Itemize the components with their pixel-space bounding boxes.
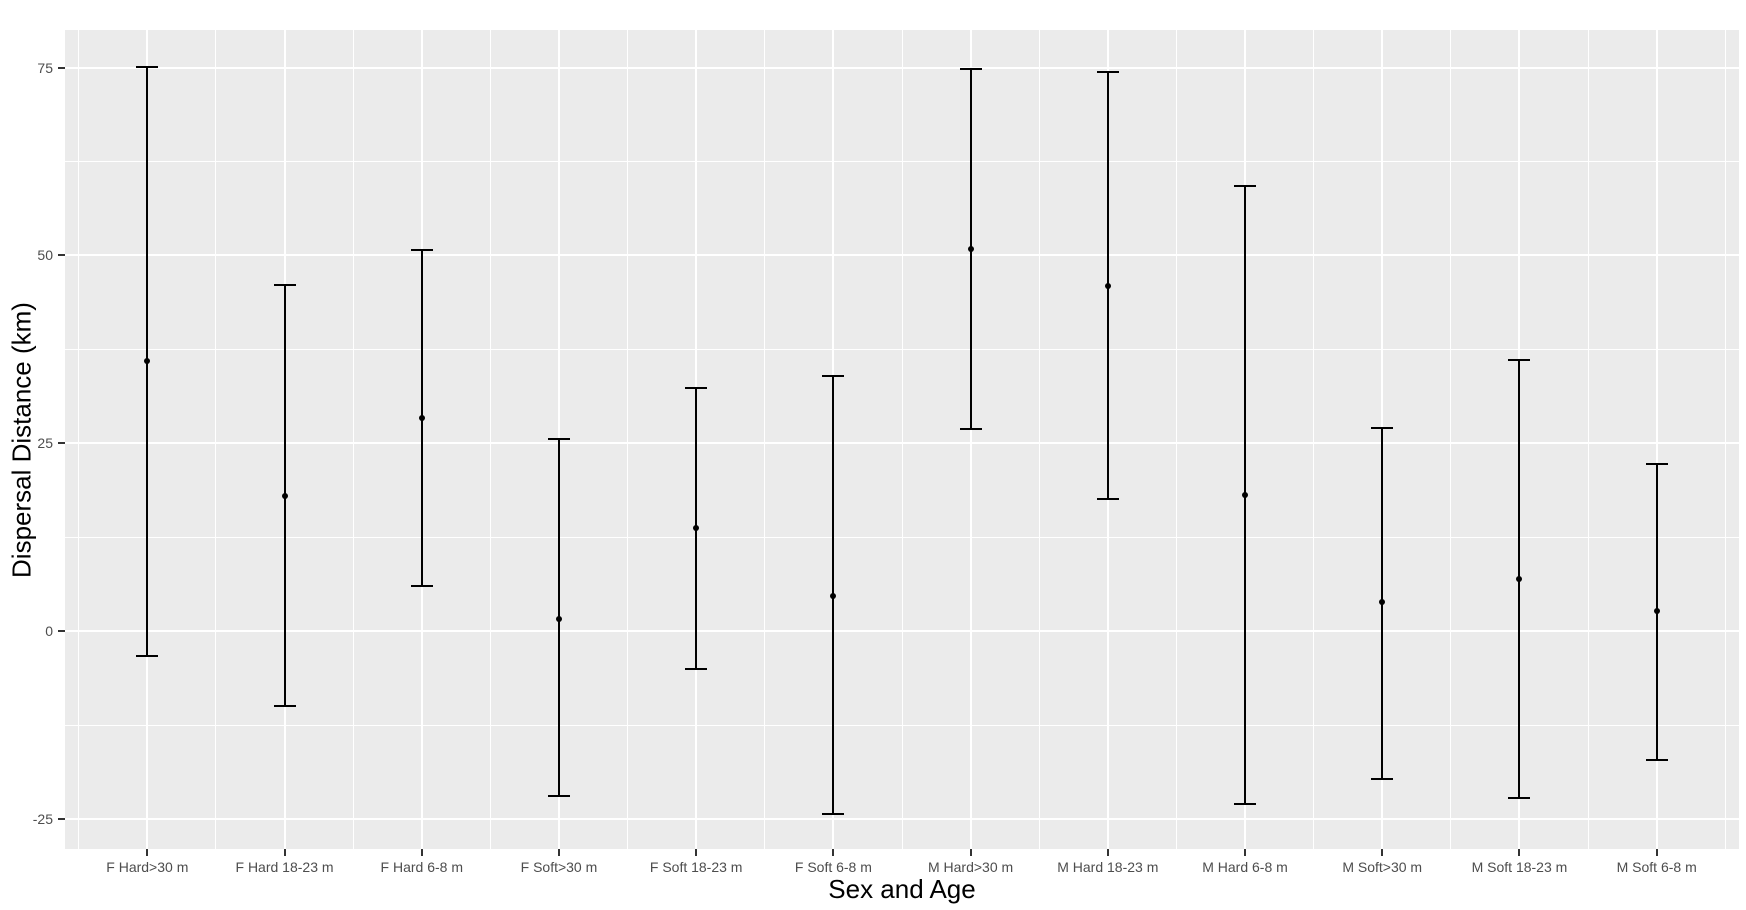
x-axis-tick [832,849,835,856]
errorbar-cap-bottom [685,668,708,671]
errorbar-cap-top [1096,71,1119,74]
x-axis-tick [420,849,423,856]
errorbar-cap-top [1234,185,1257,188]
errorbar-cap-bottom [1234,802,1257,805]
x-tick-label: M Soft 6-8 m [1616,859,1697,875]
x-axis-tick [1106,849,1109,856]
errorbar-cap-top [685,386,708,389]
y-axis-tick [58,817,65,820]
point-marker [418,415,425,422]
errorbar-cap-bottom [822,813,845,816]
point-marker [1379,598,1386,605]
x-tick-label: F Hard 6-8 m [380,859,463,875]
plot-panel [65,30,1739,849]
y-gridline-major [65,630,1739,633]
x-gridline-major [1655,30,1658,849]
errorbar-cap-bottom [1371,778,1394,781]
x-gridline-minor [352,30,354,849]
y-axis-tick [58,630,65,633]
point-marker [967,246,974,253]
x-axis-tick [969,849,972,856]
x-tick-label: M Hard 18-23 m [1057,859,1159,875]
errorbar-cap-bottom [1096,497,1119,500]
errorbar-cap-bottom [136,654,159,657]
errorbar-cap-bottom [1645,758,1668,761]
x-gridline-minor [1313,30,1315,849]
errorbar-cap-bottom [273,705,296,708]
x-axis-tick [557,849,560,856]
y-tick-label: -25 [32,810,53,827]
x-axis-tick [1518,849,1521,856]
point-marker [144,358,151,365]
x-axis-tick [146,849,149,856]
x-gridline-minor [215,30,217,849]
point-marker [830,592,837,599]
errorbar-cap-top [410,249,433,252]
y-tick-label: 0 [45,623,53,640]
x-axis-tick [1655,849,1658,856]
errorbar-cap-top [1645,462,1668,465]
x-tick-label: F Hard>30 m [106,859,189,875]
x-tick-label: M Hard 6-8 m [1202,859,1288,875]
errorbar-cap-top [1371,427,1394,430]
x-gridline-minor [901,30,903,849]
x-axis-tick [1381,849,1384,856]
y-tick-label: 75 [37,59,53,76]
errorbar-cap-top [822,374,845,377]
x-gridline-minor [78,30,80,849]
x-gridline-minor [627,30,629,849]
x-gridline-minor [1724,30,1726,849]
x-gridline-minor [489,30,491,849]
x-gridline-minor [1450,30,1452,849]
x-gridline-minor [1175,30,1177,849]
x-tick-label: M Soft>30 m [1342,859,1423,875]
x-tick-label: F Hard 18-23 m [235,859,334,875]
y-axis-tick [58,442,65,445]
x-tick-label: M Hard>30 m [927,859,1014,875]
y-tick-label: 25 [37,435,53,452]
errorbar-cap-top [1508,358,1531,361]
y-tick-label: 50 [37,247,53,264]
y-gridline-major [65,817,1739,820]
x-axis-title: Sex and Age [828,874,976,904]
x-gridline-minor [1038,30,1040,849]
point-marker [1516,575,1523,582]
errorbar-cap-top [273,284,296,287]
x-gridline-minor [1587,30,1589,849]
errorbar-cap-top [959,68,982,71]
x-tick-label: F Soft>30 m [520,859,598,875]
y-gridline-major [65,66,1739,69]
y-gridline-major [65,442,1739,445]
errorbar-cap-bottom [1508,796,1531,799]
errorbar-cap-top [547,437,570,440]
x-axis-tick [1244,849,1247,856]
y-axis-tick [58,66,65,69]
y-axis-tick [58,254,65,257]
errorbar-cap-top [136,65,159,68]
point-marker [1242,492,1249,499]
errorbar-cap-bottom [410,585,433,588]
point-marker [693,525,700,532]
x-tick-label: M Soft 18-23 m [1471,859,1568,875]
errorbar-cap-bottom [547,795,570,798]
x-gridline-major [969,30,972,849]
x-axis-tick [283,849,286,856]
x-tick-label: F Soft 6-8 m [794,859,872,875]
x-tick-label: F Soft 18-23 m [649,859,743,875]
x-axis-tick [695,849,698,856]
point-marker [1104,283,1111,290]
point-marker [281,492,288,499]
point-marker [1653,607,1660,614]
point-marker [555,616,562,623]
errorbar-cap-bottom [959,427,982,430]
x-gridline-minor [764,30,766,849]
y-gridline-major [65,254,1739,257]
